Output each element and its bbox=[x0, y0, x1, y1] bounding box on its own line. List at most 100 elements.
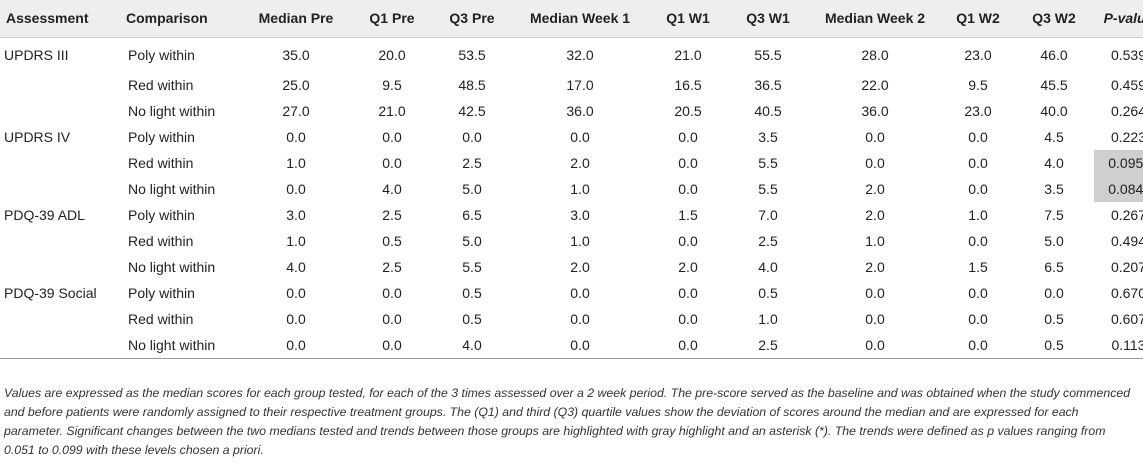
value-cell: 5.0 bbox=[1044, 233, 1064, 249]
p-value-cell: 0.207 bbox=[1110, 259, 1143, 275]
value-cell: 0.0 bbox=[942, 332, 1014, 359]
value-cell: 5.5 bbox=[462, 259, 482, 275]
comparison-cell: Red within bbox=[128, 155, 194, 171]
comparison-cell: Poly within bbox=[128, 129, 195, 145]
comparison-cell: Red within bbox=[128, 77, 194, 93]
header-p-value: P-value bbox=[1094, 0, 1143, 38]
table-row: Red within 1.0 0.5 5.0 1.0 0.0 2.5 1.0 0.0 5.0 0.4… bbox=[0, 228, 1143, 254]
value-cell: 0.0 bbox=[462, 129, 482, 145]
value-cell: 0.5 bbox=[462, 311, 482, 327]
value-cell: 27.0 bbox=[282, 103, 310, 119]
value-cell: 0.0 bbox=[352, 332, 432, 359]
assessment-cell bbox=[0, 332, 120, 359]
table-row: Red within 0.0 0.0 0.5 0.0 0.0 1.0 0.0 0.0 0.5 0.6… bbox=[0, 306, 1143, 332]
value-cell: 1.0 bbox=[286, 233, 306, 249]
value-cell: 45.5 bbox=[1040, 77, 1068, 93]
value-cell: 2.0 bbox=[865, 207, 885, 223]
assessment-cell: PDQ-39 ADL bbox=[4, 207, 85, 223]
value-cell: 36.5 bbox=[754, 77, 782, 93]
value-cell: 4.0 bbox=[432, 332, 512, 359]
assessment-cell: UPDRS IV bbox=[4, 129, 71, 145]
value-cell: 0.0 bbox=[968, 155, 988, 171]
value-cell: 36.0 bbox=[566, 103, 594, 119]
header-median-week-1: Median Week 1 bbox=[512, 0, 648, 38]
value-cell: 1.0 bbox=[570, 233, 590, 249]
header-q3-pre: Q3 Pre bbox=[432, 0, 512, 38]
value-cell: 21.0 bbox=[674, 46, 702, 63]
comparison-cell: Red within bbox=[128, 233, 194, 249]
value-cell: 5.5 bbox=[758, 155, 778, 171]
header-row: Assessment Comparison Median Pre Q1 Pre … bbox=[0, 0, 1143, 38]
table-row: UPDRS III Poly within 35.0 20.0 53.5 32.0 21.0… bbox=[0, 37, 1143, 72]
value-cell: 23.0 bbox=[964, 46, 992, 63]
value-cell: 0.0 bbox=[240, 332, 352, 359]
assessment-cell: PDQ-39 Social bbox=[4, 285, 97, 301]
value-cell: 0.0 bbox=[865, 129, 885, 145]
value-cell: 4.5 bbox=[1044, 129, 1064, 145]
comparison-cell: Red within bbox=[128, 311, 194, 327]
value-cell: 36.0 bbox=[861, 103, 889, 119]
header-q1-w1: Q1 W1 bbox=[648, 0, 728, 38]
value-cell: 28.0 bbox=[861, 46, 889, 63]
value-cell: 0.0 bbox=[286, 285, 306, 301]
value-cell: 40.5 bbox=[754, 103, 782, 119]
value-cell: 0.0 bbox=[1044, 285, 1064, 301]
value-cell: 0.0 bbox=[382, 155, 402, 171]
value-cell: 0.5 bbox=[1044, 311, 1064, 327]
table-row: Red within 1.0 0.0 2.5 2.0 0.0 5.5 0.0 0.0 4.0 0.0… bbox=[0, 150, 1143, 176]
value-cell: 0.0 bbox=[286, 181, 306, 197]
value-cell: 1.5 bbox=[678, 207, 698, 223]
value-cell: 2.5 bbox=[462, 155, 482, 171]
value-cell: 23.0 bbox=[964, 103, 992, 119]
value-cell: 0.0 bbox=[968, 311, 988, 327]
value-cell: 0.0 bbox=[808, 332, 942, 359]
value-cell: 40.0 bbox=[1040, 103, 1068, 119]
value-cell: 2.5 bbox=[382, 259, 402, 275]
table-row: PDQ-39 Social Poly within 0.0 0.0 0.5 0.0 0.0 0… bbox=[0, 280, 1143, 306]
assessment-cell bbox=[0, 306, 120, 332]
value-cell: 0.5 bbox=[382, 233, 402, 249]
value-cell: 0.0 bbox=[678, 181, 698, 197]
value-cell: 9.5 bbox=[968, 77, 988, 93]
p-value-cell: 0.670 bbox=[1110, 285, 1143, 301]
value-cell: 0.0 bbox=[512, 332, 648, 359]
header-q3-w1: Q3 W1 bbox=[728, 0, 808, 38]
value-cell: 1.0 bbox=[865, 233, 885, 249]
value-cell: 2.5 bbox=[728, 332, 808, 359]
value-cell: 53.5 bbox=[458, 46, 486, 63]
value-cell: 0.5 bbox=[462, 285, 482, 301]
value-cell: 0.0 bbox=[570, 311, 590, 327]
value-cell: 1.0 bbox=[570, 181, 590, 197]
comparison-cell: No light within bbox=[128, 181, 216, 197]
p-value-cell: 0.267 bbox=[1110, 207, 1143, 223]
value-cell: 0.0 bbox=[678, 129, 698, 145]
table-body: UPDRS III Poly within 35.0 20.0 53.5 32.0 21.0… bbox=[0, 37, 1143, 359]
p-value-cell: 0.539 bbox=[1110, 46, 1143, 63]
value-cell: 4.0 bbox=[286, 259, 306, 275]
value-cell: 5.0 bbox=[462, 181, 482, 197]
assessment-cell bbox=[0, 176, 120, 202]
value-cell: 0.0 bbox=[286, 311, 306, 327]
value-cell: 7.0 bbox=[758, 207, 778, 223]
value-cell: 20.5 bbox=[674, 103, 702, 119]
assessment-cell: UPDRS III bbox=[4, 46, 69, 63]
header-assessment: Assessment bbox=[0, 0, 120, 38]
value-cell: 35.0 bbox=[282, 46, 310, 63]
value-cell: 21.0 bbox=[378, 103, 406, 119]
value-cell: 9.5 bbox=[382, 77, 402, 93]
assessment-cell bbox=[0, 228, 120, 254]
value-cell: 20.0 bbox=[378, 46, 406, 63]
table-row: UPDRS IV Poly within 0.0 0.0 0.0 0.0 0.0 3.5 0.0… bbox=[0, 124, 1143, 150]
value-cell: 55.5 bbox=[754, 46, 782, 63]
value-cell: 0.0 bbox=[678, 233, 698, 249]
value-cell: 5.5 bbox=[758, 181, 778, 197]
value-cell: 3.5 bbox=[758, 129, 778, 145]
value-cell: 22.0 bbox=[861, 77, 889, 93]
header-q1-w2: Q1 W2 bbox=[942, 0, 1014, 38]
value-cell: 3.5 bbox=[1044, 181, 1064, 197]
value-cell: 0.0 bbox=[648, 332, 728, 359]
value-cell: 0.0 bbox=[968, 181, 988, 197]
header-median-pre: Median Pre bbox=[240, 0, 352, 38]
value-cell: 5.0 bbox=[462, 233, 482, 249]
